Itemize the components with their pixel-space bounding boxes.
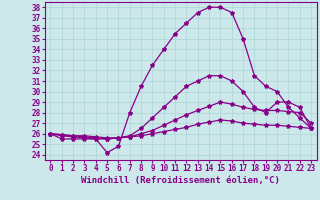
X-axis label: Windchill (Refroidissement éolien,°C): Windchill (Refroidissement éolien,°C) xyxy=(81,176,280,185)
